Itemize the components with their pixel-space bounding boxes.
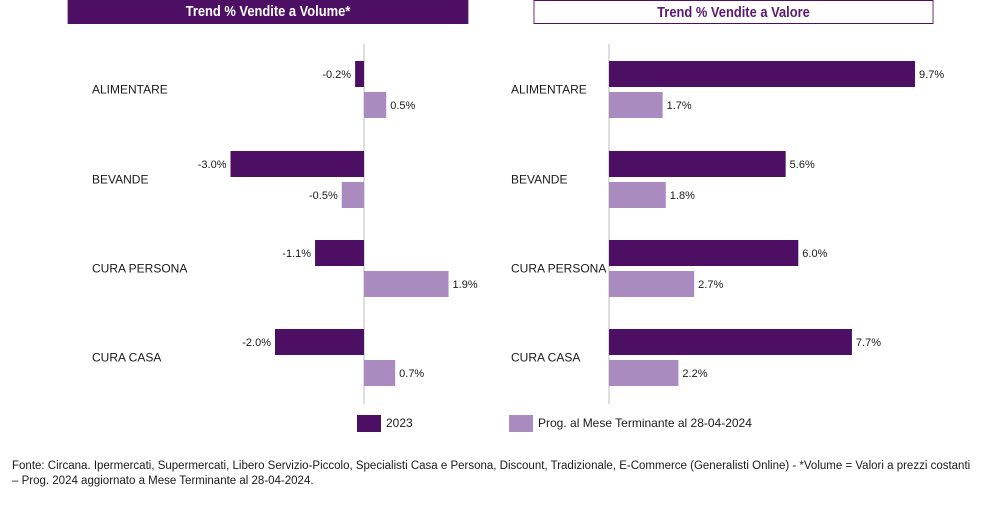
value-data-label-2023-0: 9.7% [919, 69, 944, 81]
volume-bar-prog-2 [364, 271, 449, 297]
volume-data-label-prog-2: 1.9% [453, 279, 478, 291]
value-data-label-prog-3: 2.2% [682, 368, 707, 380]
volume-data-label-prog-0: 0.5% [390, 100, 415, 112]
value-data-label-2023-2: 6.0% [802, 248, 827, 260]
volume-category-label-bevande: BEVANDE [92, 173, 148, 187]
value-bar-prog-2 [609, 271, 695, 297]
value-data-label-2023-3: 7.7% [856, 337, 881, 349]
value-category-label-alimentare: ALIMENTARE [511, 83, 587, 97]
volume-bar-prog-3 [364, 360, 396, 386]
volume-data-label-2023-2: -1.1% [282, 248, 311, 260]
value-category-label-cura-casa: CURA CASA [511, 351, 580, 365]
value-bar-2023-2 [609, 240, 799, 266]
legend-label-2023: 2023 [386, 416, 413, 430]
volume-data-label-2023-1: -3.0% [198, 159, 227, 171]
volume-bar-2023-2 [315, 240, 364, 266]
value-data-label-prog-1: 1.8% [670, 190, 695, 202]
charts-canvas: ALIMENTARE -0.2% 0.5% BEVANDE -3.0% -0.5% CURA… [92, 44, 944, 404]
legend-swatch-2023 [357, 414, 381, 432]
volume-category-label-alimentare: ALIMENTARE [92, 83, 168, 97]
value-data-label-prog-0: 1.7% [667, 100, 692, 112]
value-data-label-prog-2: 2.7% [698, 279, 723, 291]
legend-item-2023: 2023 [357, 414, 413, 432]
value-bar-2023-0 [609, 61, 916, 87]
volume-data-label-2023-3: -2.0% [242, 337, 271, 349]
volume-bar-prog-1 [341, 182, 364, 208]
value-bar-2023-3 [609, 329, 852, 355]
volume-data-label-prog-1: -0.5% [309, 190, 338, 202]
volume-bar-2023-0 [355, 61, 364, 87]
value-bar-prog-1 [609, 182, 666, 208]
source-footnote: Fonte: Circana. Ipermercati, Supermercat… [12, 460, 971, 487]
legend-label-prog: Prog. al Mese Terminante al 28-04-2024 [538, 416, 752, 430]
value-category-label-cura-persona: CURA PERSONA [511, 262, 606, 276]
volume-data-label-prog-3: 0.7% [399, 368, 424, 380]
volume-bar-2023-3 [275, 329, 364, 355]
volume-data-label-2023-0: -0.2% [322, 69, 351, 81]
value-bar-prog-3 [609, 360, 679, 386]
value-data-label-2023-1: 5.6% [790, 159, 815, 171]
value-bar-prog-0 [609, 92, 663, 118]
volume-category-label-cura-persona: CURA PERSONA [92, 262, 187, 276]
legend-swatch-prog [509, 414, 533, 432]
volume-category-label-cura-casa: CURA CASA [92, 351, 161, 365]
volume-bar-prog-0 [364, 92, 387, 118]
volume-chart-header: Trend % Vendite a Volume* [67, 0, 469, 24]
value-category-label-bevande: BEVANDE [511, 173, 567, 187]
value-chart-header: Trend % Vendite a Valore [533, 0, 934, 24]
legend-item-prog: Prog. al Mese Terminante al 28-04-2024 [509, 414, 752, 432]
volume-bar-2023-1 [230, 151, 364, 177]
value-bar-2023-1 [609, 151, 786, 177]
